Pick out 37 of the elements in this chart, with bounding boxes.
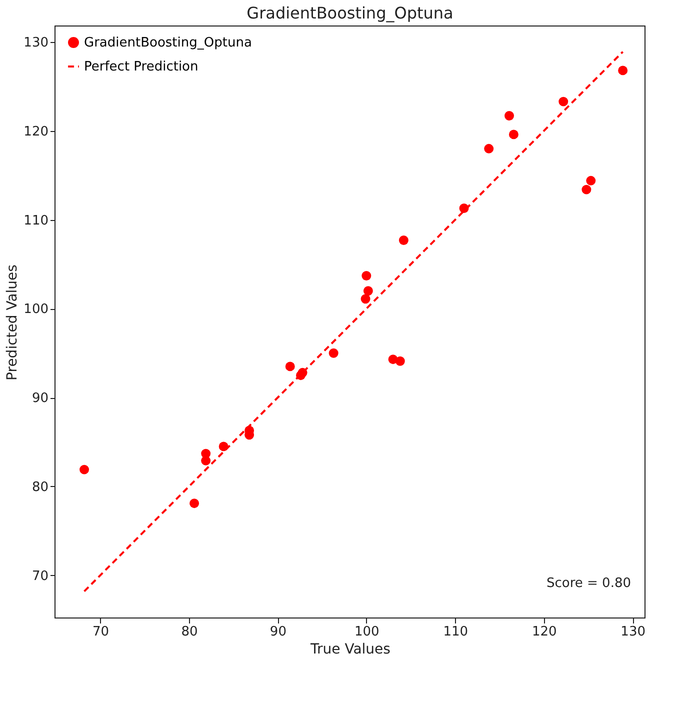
point <box>395 356 405 366</box>
point <box>363 286 373 296</box>
x-tick-label: 100 <box>354 624 380 640</box>
chart-title: GradientBoosting_Optuna <box>246 4 454 22</box>
x-tick-label: 80 <box>181 624 198 640</box>
point <box>618 66 628 76</box>
y-tick-label: 100 <box>24 302 48 318</box>
point <box>360 294 370 304</box>
y-tick-label: 70 <box>32 568 48 584</box>
point <box>508 130 518 140</box>
y-tick-label: 90 <box>32 391 48 406</box>
x-tick-label: 120 <box>532 624 557 640</box>
y-tick-label: 80 <box>32 480 48 495</box>
y-axis-title: Predicted Values <box>4 264 21 380</box>
point <box>484 144 494 154</box>
legend-label: Perfect Prediction <box>84 60 198 74</box>
point <box>190 498 200 508</box>
y-tick-label: 110 <box>24 213 48 228</box>
legend-label: GradientBoosting_Optuna <box>84 36 252 50</box>
x-axis-title: True Values <box>310 642 390 658</box>
point <box>398 235 408 245</box>
annotation: Score = 0.80 <box>546 576 631 591</box>
x-tick-label: 130 <box>620 624 646 640</box>
x-tick-label: 90 <box>270 624 286 640</box>
point <box>586 176 596 186</box>
y-tick-label: 130 <box>24 36 48 50</box>
point <box>504 111 514 121</box>
point <box>362 271 372 281</box>
x-tick-label: 70 <box>92 624 110 640</box>
point <box>201 456 211 466</box>
y-tick-label: 120 <box>24 124 48 140</box>
point <box>328 348 338 358</box>
point <box>80 464 90 474</box>
point <box>582 184 592 194</box>
point <box>285 362 295 372</box>
point <box>558 96 568 106</box>
x-tick-label: 110 <box>443 624 468 640</box>
